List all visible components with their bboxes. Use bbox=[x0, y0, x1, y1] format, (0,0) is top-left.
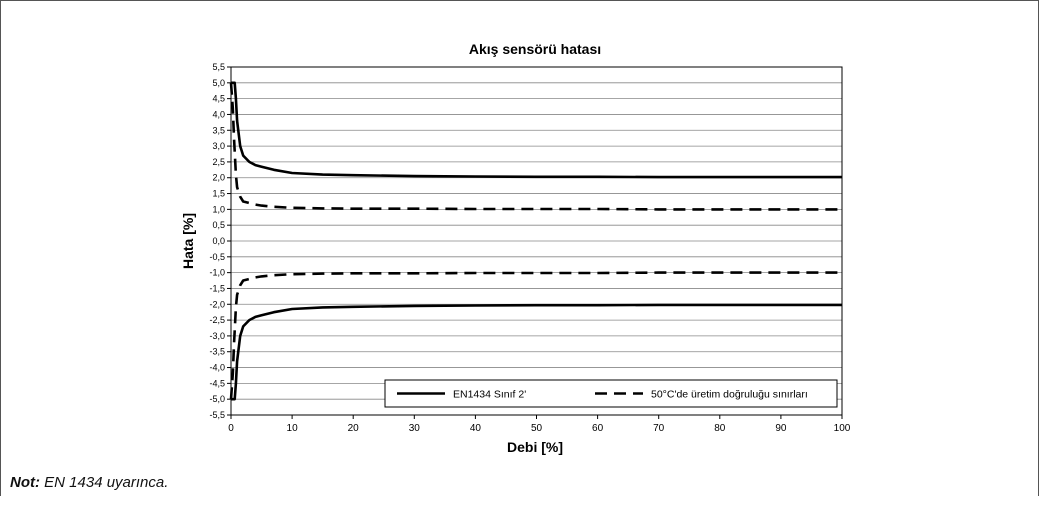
x-tick-label: 30 bbox=[409, 423, 421, 434]
y-tick-label: -5,5 bbox=[209, 410, 225, 420]
x-tick-label: 80 bbox=[714, 423, 726, 434]
chart-title: Akış sensörü hatası bbox=[469, 41, 601, 57]
y-tick-label: 3,5 bbox=[212, 125, 225, 135]
x-tick-label: 20 bbox=[348, 423, 360, 434]
y-tick-label: 0,5 bbox=[212, 220, 225, 230]
y-tick-label: 0,0 bbox=[212, 236, 225, 246]
y-tick-label: 3,0 bbox=[212, 141, 225, 151]
y-tick-label: 5,0 bbox=[212, 78, 225, 88]
y-tick-label: 5,5 bbox=[212, 62, 225, 72]
y-tick-label: -2,5 bbox=[209, 315, 225, 325]
legend-label: EN1434 Sınıf 2' bbox=[453, 389, 526, 401]
y-tick-label: 1,5 bbox=[212, 189, 225, 199]
series-line-en1434-lower bbox=[231, 303, 842, 401]
y-tick-label: -2,0 bbox=[209, 299, 225, 309]
y-tick-label: -5,0 bbox=[209, 394, 225, 404]
x-tick-label: 90 bbox=[775, 423, 787, 434]
figure-frame bbox=[0, 0, 1039, 496]
x-tick-label: 60 bbox=[592, 423, 604, 434]
y-tick-label: -1,0 bbox=[209, 268, 225, 278]
plot-border bbox=[230, 66, 843, 416]
plot-area: 5,5 5,0 4,5 4,0 3,5 3,0 2,5 2,0 1,5 1,0 0,5 0,0 -0,5… bbox=[209, 62, 850, 434]
y-tick-label: -4,0 bbox=[209, 363, 225, 373]
x-tick-label: 10 bbox=[287, 423, 299, 434]
y-tick-label: -3,0 bbox=[209, 331, 225, 341]
chart: Akış sensörü hatası Hata [%] Debi [%] 5,… bbox=[180, 41, 851, 455]
footnote: Not: EN 1434 uyarınca. bbox=[10, 474, 168, 491]
legend-box bbox=[384, 379, 838, 408]
y-tick-label: 2,0 bbox=[212, 173, 225, 183]
x-axis-title: Debi [%] bbox=[507, 439, 563, 455]
footnote-label: Not: bbox=[10, 474, 40, 491]
x-tick-label: 40 bbox=[470, 423, 482, 434]
y-tick-label: -0,5 bbox=[209, 252, 225, 262]
x-tick-label: 70 bbox=[653, 423, 665, 434]
y-tick-label: 2,5 bbox=[212, 157, 225, 167]
y-tick-label: 1,0 bbox=[212, 204, 225, 214]
y-tick-label: 4,5 bbox=[212, 94, 225, 104]
y-tick-label: -1,5 bbox=[209, 283, 225, 293]
legend-label: 50°C'de üretim doğruluğu sınırları bbox=[651, 389, 808, 401]
series-line-en1434-upper bbox=[231, 81, 842, 179]
y-axis-title: Hata [%] bbox=[180, 213, 196, 269]
series-line-production-limit-upper bbox=[229, 82, 842, 211]
x-tick-label: 100 bbox=[834, 423, 851, 434]
y-tick-label: -3,5 bbox=[209, 347, 225, 357]
x-tick-label: 0 bbox=[228, 423, 234, 434]
y-tick-label: 4,0 bbox=[212, 109, 225, 119]
series-line-production-limit-lower bbox=[229, 271, 842, 400]
y-tick-label: -4,5 bbox=[209, 378, 225, 388]
x-tick-label: 50 bbox=[531, 423, 543, 434]
footnote-text: EN 1434 uyarınca. bbox=[40, 474, 169, 491]
